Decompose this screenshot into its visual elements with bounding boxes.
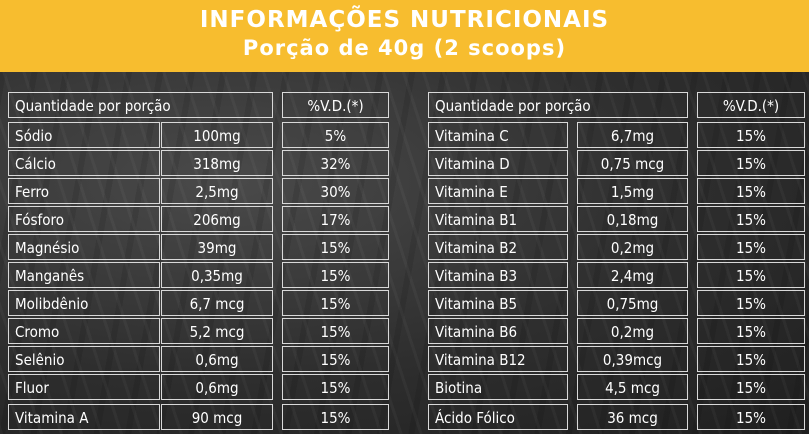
header-label-cell: Quantidade por porção [8, 92, 273, 118]
daily-value-cell: 15% [697, 318, 805, 344]
nutrient-name-cell: Vitamina B5 [428, 290, 568, 316]
nutrient-name-cell: Vitamina C [428, 122, 568, 148]
amount-cell: 0,2mg [577, 318, 688, 344]
nutrient-name-cell: Vitamina A [8, 404, 160, 430]
amount-cell: 0,18mg [577, 206, 688, 232]
amount-cell: 4,5 mcg [577, 374, 688, 400]
daily-value-cell: 15% [697, 150, 805, 176]
daily-value-cell: 15% [697, 262, 805, 288]
header-label-cell: Quantidade por porção [428, 92, 688, 118]
nutrient-name-cell: Fluor [8, 374, 160, 400]
nutrient-name-cell: Vitamina B12 [428, 346, 568, 372]
nutrient-name-cell: Vitamina D [428, 150, 568, 176]
daily-value-cell: 17% [282, 206, 389, 232]
header-pct-cell: %V.D.(*) [697, 92, 805, 118]
daily-value-cell: 15% [697, 290, 805, 316]
daily-value-cell: 15% [697, 346, 805, 372]
nutrient-name-cell: Fósforo [8, 206, 160, 232]
header-pct-cell: %V.D.(*) [282, 92, 389, 118]
header-subtitle: Porção de 40g (2 scoops) [242, 36, 567, 60]
daily-value-cell: 15% [282, 262, 389, 288]
nutrient-name-cell: Ácido Fólico [428, 404, 568, 430]
amount-cell: 100mg [161, 122, 273, 148]
nutrient-name-cell: Vitamina B6 [428, 318, 568, 344]
amount-cell: 0,75 mcg [577, 150, 688, 176]
amount-cell: 90 mcg [161, 404, 273, 430]
daily-value-cell: 15% [282, 290, 389, 316]
daily-value-cell: 32% [282, 150, 389, 176]
daily-value-cell: 5% [282, 122, 389, 148]
nutrient-name-cell: Cálcio [8, 150, 160, 176]
amount-cell: 0,6mg [161, 374, 273, 400]
nutrient-name-cell: Cromo [8, 318, 160, 344]
amount-cell: 0,35mg [161, 262, 273, 288]
amount-cell: 2,4mg [577, 262, 688, 288]
daily-value-cell: 15% [697, 178, 805, 204]
amount-cell: 36 mcg [577, 404, 688, 430]
nutrient-name-cell: Selênio [8, 346, 160, 372]
daily-value-cell: 15% [697, 404, 805, 430]
nutrient-name-cell: Ferro [8, 178, 160, 204]
textured-background [0, 72, 809, 434]
amount-cell: 0,2mg [577, 234, 688, 260]
amount-cell: 318mg [161, 150, 273, 176]
amount-cell: 5,2 mcg [161, 318, 273, 344]
amount-cell: 39mg [161, 234, 273, 260]
daily-value-cell: 15% [282, 318, 389, 344]
daily-value-cell: 15% [282, 346, 389, 372]
amount-cell: 1,5mg [577, 178, 688, 204]
nutrient-name-cell: Vitamina B1 [428, 206, 568, 232]
amount-cell: 0,39mcg [577, 346, 688, 372]
daily-value-cell: 15% [282, 404, 389, 430]
daily-value-cell: 15% [282, 374, 389, 400]
nutrient-name-cell: Vitamina E [428, 178, 568, 204]
amount-cell: 6,7mg [577, 122, 688, 148]
nutrient-name-cell: Vitamina B2 [428, 234, 568, 260]
amount-cell: 0,75mg [577, 290, 688, 316]
daily-value-cell: 15% [697, 122, 805, 148]
nutrient-name-cell: Biotina [428, 374, 568, 400]
amount-cell: 6,7 mcg [161, 290, 273, 316]
daily-value-cell: 15% [697, 374, 805, 400]
amount-cell: 0,6mg [161, 346, 273, 372]
amount-cell: 2,5mg [161, 178, 273, 204]
daily-value-cell: 15% [697, 234, 805, 260]
daily-value-cell: 15% [282, 234, 389, 260]
amount-cell: 206mg [161, 206, 273, 232]
nutrient-name-cell: Magnésio [8, 234, 160, 260]
nutrient-name-cell: Manganês [8, 262, 160, 288]
header-title: INFORMAÇÕES NUTRICIONAIS [199, 7, 610, 33]
daily-value-cell: 30% [282, 178, 389, 204]
nutrient-name-cell: Sódio [8, 122, 160, 148]
nutrient-name-cell: Molibdênio [8, 290, 160, 316]
nutrient-name-cell: Vitamina B3 [428, 262, 568, 288]
daily-value-cell: 15% [697, 206, 805, 232]
nutrition-header: INFORMAÇÕES NUTRICIONAIS Porção de 40g (… [0, 0, 809, 72]
